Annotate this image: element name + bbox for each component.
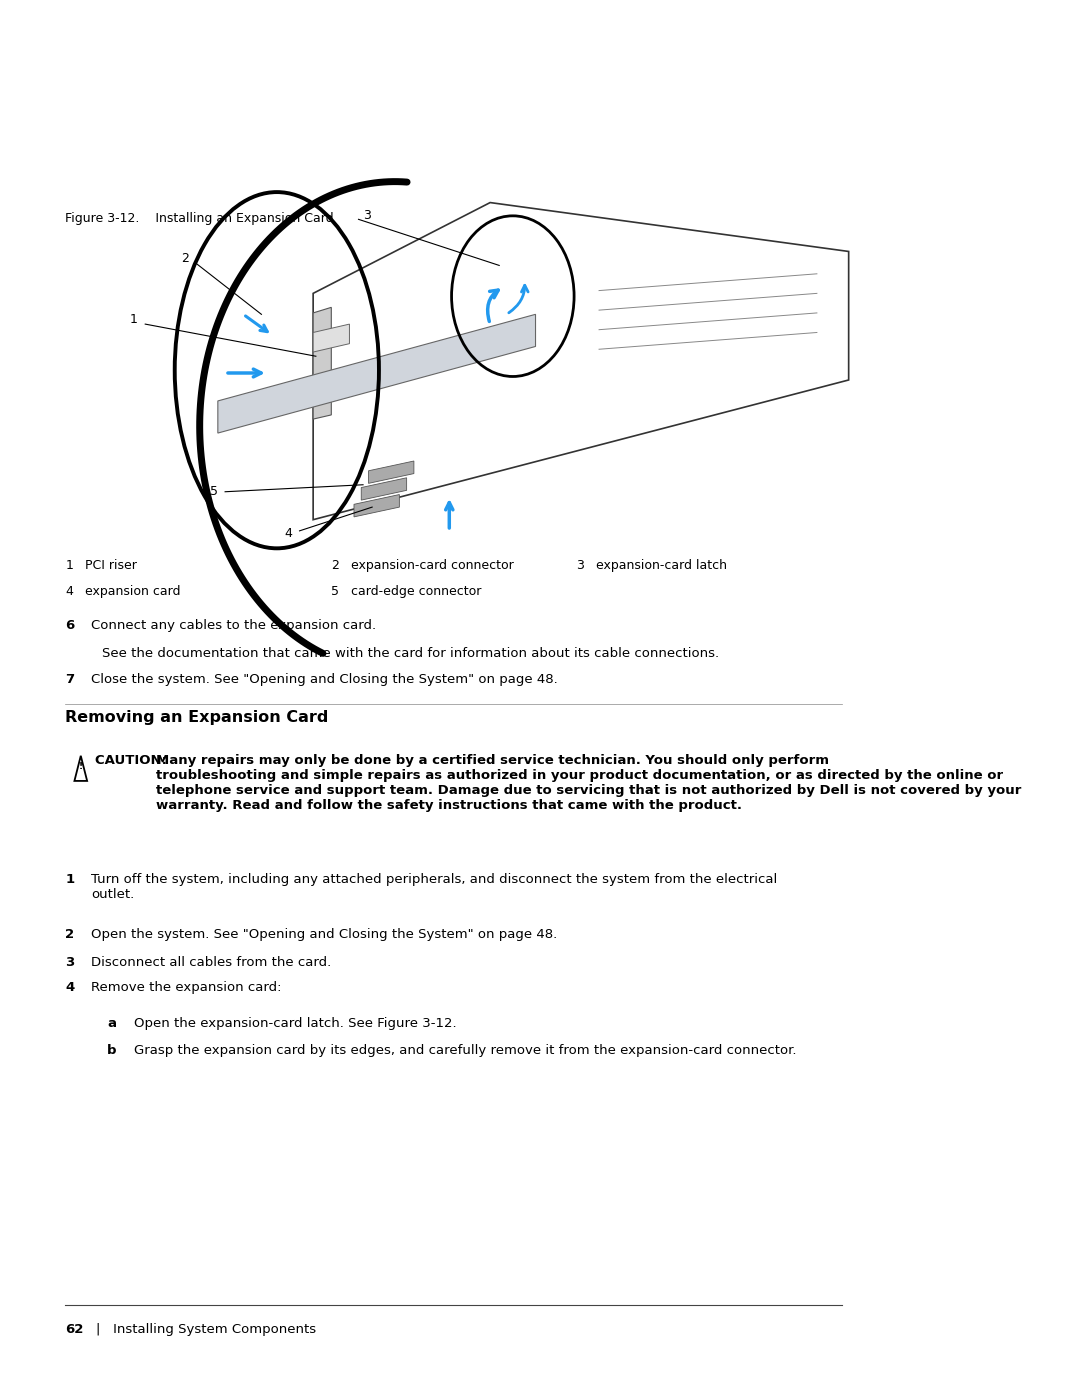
Text: Connect any cables to the expansion card.: Connect any cables to the expansion card… (91, 619, 376, 631)
Text: expansion-card latch: expansion-card latch (596, 559, 727, 571)
Text: Disconnect all cables from the card.: Disconnect all cables from the card. (91, 956, 330, 968)
Polygon shape (218, 314, 536, 433)
Text: 4: 4 (66, 585, 73, 598)
Text: 4: 4 (284, 527, 293, 541)
Text: 2: 2 (181, 251, 189, 265)
Text: Remove the expansion card:: Remove the expansion card: (91, 981, 281, 993)
Text: Many repairs may only be done by a certified service technician. You should only: Many repairs may only be done by a certi… (157, 754, 1022, 813)
Text: |   Installing System Components: | Installing System Components (96, 1323, 316, 1336)
Polygon shape (354, 495, 400, 517)
Text: CAUTION:: CAUTION: (95, 754, 172, 767)
Polygon shape (313, 307, 332, 419)
Text: Grasp the expansion card by its edges, and carefully remove it from the expansio: Grasp the expansion card by its edges, a… (134, 1044, 797, 1056)
Text: a: a (107, 1017, 117, 1030)
Text: !: ! (79, 763, 83, 771)
Text: Turn off the system, including any attached peripherals, and disconnect the syst: Turn off the system, including any attac… (91, 873, 777, 901)
Text: 5: 5 (332, 585, 339, 598)
Text: 4: 4 (66, 981, 75, 993)
Text: Open the system. See "Opening and Closing the System" on page 48.: Open the system. See "Opening and Closin… (91, 928, 557, 940)
Text: 2: 2 (332, 559, 339, 571)
Text: 3: 3 (577, 559, 584, 571)
Text: 5: 5 (210, 485, 218, 499)
Text: 3: 3 (66, 956, 75, 968)
Polygon shape (361, 478, 407, 500)
Text: Open the expansion-card latch. See Figure 3-12.: Open the expansion-card latch. See Figur… (134, 1017, 457, 1030)
Text: expansion card: expansion card (85, 585, 180, 598)
Polygon shape (368, 461, 414, 483)
Text: Figure 3-12.    Installing an Expansion Card: Figure 3-12. Installing an Expansion Car… (66, 212, 334, 225)
Text: 1: 1 (66, 559, 73, 571)
Text: expansion-card connector: expansion-card connector (351, 559, 514, 571)
Text: 6: 6 (66, 619, 75, 631)
Text: PCI riser: PCI riser (85, 559, 137, 571)
Text: 2: 2 (66, 928, 75, 940)
Text: 1: 1 (130, 313, 138, 327)
Text: 7: 7 (66, 673, 75, 686)
Text: 1: 1 (66, 873, 75, 886)
Text: Close the system. See "Opening and Closing the System" on page 48.: Close the system. See "Opening and Closi… (91, 673, 557, 686)
Polygon shape (313, 324, 350, 352)
Text: 3: 3 (363, 208, 370, 222)
Text: See the documentation that came with the card for information about its cable co: See the documentation that came with the… (102, 647, 719, 659)
Text: card-edge connector: card-edge connector (351, 585, 482, 598)
Text: Removing an Expansion Card: Removing an Expansion Card (66, 710, 328, 725)
Text: b: b (107, 1044, 117, 1056)
Text: 62: 62 (66, 1323, 84, 1336)
